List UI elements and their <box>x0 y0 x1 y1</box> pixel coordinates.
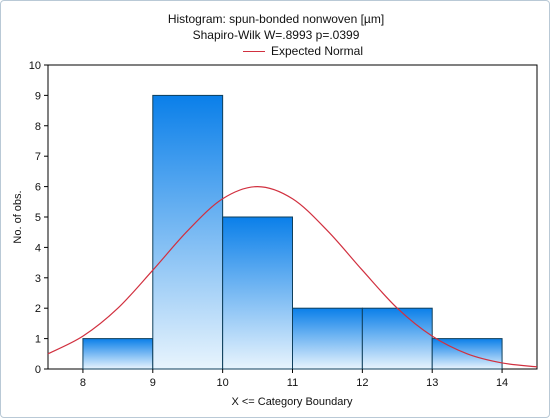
histogram-bar-2 <box>152 94 224 370</box>
legend-label: Expected Normal <box>270 44 364 58</box>
y-tick-label: 7 <box>35 151 41 163</box>
x-tick-label: 9 <box>150 377 156 389</box>
x-tick-label: 10 <box>217 377 229 389</box>
y-tick-label: 0 <box>35 364 41 376</box>
histogram-bar-4 <box>292 307 363 370</box>
histogram-bar-5 <box>361 307 433 370</box>
x-tick-label: 13 <box>426 377 438 389</box>
y-tick-label: 10 <box>29 60 41 72</box>
legend: Expected Normal <box>1 44 549 58</box>
x-tick-label: 12 <box>356 377 368 389</box>
y-tick-label: 5 <box>35 212 41 224</box>
y-tick-label: 4 <box>35 242 41 254</box>
histogram-bar-1 <box>82 338 154 370</box>
y-tick-label: 8 <box>35 121 41 133</box>
y-tick-label: 6 <box>35 182 41 194</box>
y-tick-label: 2 <box>35 303 41 315</box>
x-tick-label: 8 <box>80 377 86 389</box>
chart-subtitle: Shapiro-Wilk W=.8993 p=.0399 <box>192 28 360 42</box>
x-tick-label: 11 <box>287 377 298 389</box>
y-tick-label: 1 <box>35 334 41 346</box>
x-tick-label: 14 <box>496 377 508 389</box>
y-tick-label: 9 <box>35 90 41 102</box>
legend-line-swatch <box>242 50 265 52</box>
chart-title: Histogram: spun-bonded nonwoven [µm] <box>167 12 385 26</box>
histogram-bar-3 <box>222 216 293 370</box>
expected-normal-curve <box>47 185 538 368</box>
x-axis-title: X <= Category Boundary <box>231 396 353 408</box>
y-tick-label: 3 <box>35 273 41 285</box>
y-axis-title: No. of obs. <box>12 190 24 243</box>
